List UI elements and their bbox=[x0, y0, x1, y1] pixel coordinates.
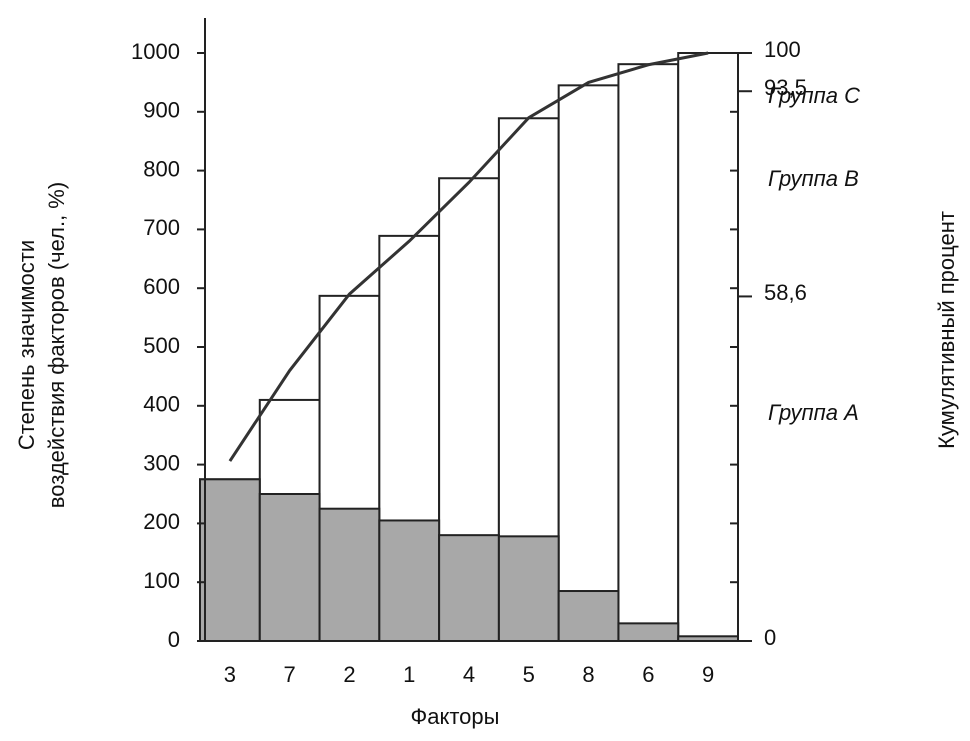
x-tick-label: 4 bbox=[463, 662, 475, 687]
bar bbox=[557, 590, 620, 643]
y2-tick-label: 93,5 bbox=[764, 75, 807, 100]
x-axis-title: Факторы bbox=[411, 704, 500, 729]
y-tick-label: 300 bbox=[143, 450, 180, 475]
y2-tick-label: 58,6 bbox=[764, 280, 807, 305]
y-tick-label: 700 bbox=[143, 215, 180, 240]
y-tick-label: 200 bbox=[143, 509, 180, 534]
bar bbox=[557, 84, 620, 642]
bar bbox=[199, 478, 261, 642]
y-tick-label: 900 bbox=[143, 98, 180, 123]
y-tick-label: 0 bbox=[168, 627, 180, 652]
y-tick-label: 500 bbox=[143, 333, 180, 358]
x-tick-label: 6 bbox=[642, 662, 654, 687]
x-tick-label: 3 bbox=[224, 662, 236, 687]
y-axis-title: воздействия факторов (чел., %) bbox=[44, 182, 69, 508]
y-axis-title: Степень значимости bbox=[14, 240, 39, 450]
x-tick-label: 1 bbox=[403, 662, 415, 687]
group-label: Группа C bbox=[768, 83, 860, 108]
bar bbox=[258, 493, 321, 642]
x-tick-label: 2 bbox=[343, 662, 355, 687]
y2-tick-label: 0 bbox=[764, 625, 776, 650]
y2-tick-label: 100 bbox=[764, 37, 801, 62]
bar bbox=[677, 52, 740, 642]
y-tick-label: 400 bbox=[143, 392, 180, 417]
x-tick-label: 5 bbox=[523, 662, 535, 687]
bar bbox=[617, 622, 680, 642]
y2-axis-title: Кумулятивный процент bbox=[934, 211, 959, 449]
y-tick-label: 600 bbox=[143, 274, 180, 299]
group-label: Группа A bbox=[768, 400, 859, 425]
bar bbox=[318, 507, 381, 643]
bar bbox=[617, 63, 680, 642]
x-tick-label: 8 bbox=[582, 662, 594, 687]
y-tick-label: 100 bbox=[143, 568, 180, 593]
x-tick-label: 9 bbox=[702, 662, 714, 687]
bar bbox=[438, 534, 500, 642]
cumulative-line bbox=[228, 51, 709, 462]
bar bbox=[378, 519, 441, 643]
x-tick-label: 7 bbox=[284, 662, 296, 687]
y-tick-label: 1000 bbox=[131, 39, 180, 64]
group-label: Группа B bbox=[768, 166, 859, 191]
y-tick-label: 800 bbox=[143, 156, 180, 181]
bar bbox=[497, 535, 560, 642]
